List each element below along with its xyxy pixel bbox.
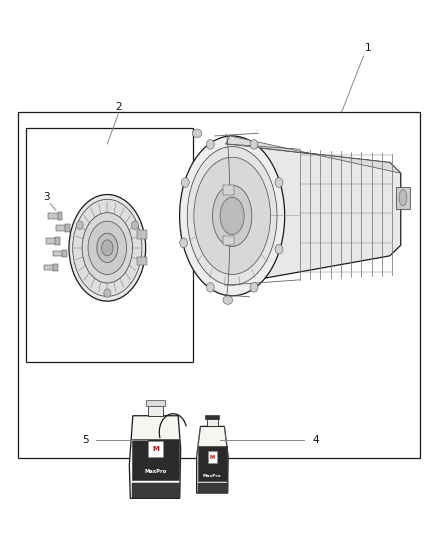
Text: M: M: [210, 455, 215, 459]
Ellipse shape: [212, 185, 252, 246]
Text: MaxPro: MaxPro: [144, 470, 167, 474]
Bar: [205, 415, 219, 419]
Ellipse shape: [187, 147, 277, 285]
Text: 1: 1: [364, 43, 371, 53]
Bar: [207, 419, 218, 426]
Bar: [198, 483, 228, 493]
Bar: [53, 264, 58, 271]
Ellipse shape: [275, 245, 283, 254]
Ellipse shape: [82, 213, 132, 283]
Ellipse shape: [194, 157, 271, 274]
Bar: [223, 236, 234, 245]
Bar: [148, 441, 163, 457]
Bar: [223, 185, 234, 195]
Bar: [146, 400, 165, 406]
Bar: [58, 212, 62, 220]
Ellipse shape: [73, 199, 142, 296]
Ellipse shape: [206, 282, 214, 292]
Bar: [148, 406, 163, 416]
Bar: [137, 257, 147, 265]
Polygon shape: [197, 426, 228, 493]
Bar: [48, 213, 59, 219]
Ellipse shape: [250, 282, 258, 292]
Ellipse shape: [180, 238, 187, 248]
Ellipse shape: [104, 289, 111, 297]
Polygon shape: [129, 416, 180, 498]
Ellipse shape: [97, 233, 118, 263]
Bar: [46, 238, 56, 244]
Text: 2: 2: [115, 102, 122, 111]
Text: MaxPro: MaxPro: [203, 474, 222, 478]
Ellipse shape: [250, 140, 258, 149]
Ellipse shape: [131, 221, 138, 229]
Text: 5: 5: [82, 435, 89, 445]
Ellipse shape: [206, 140, 214, 149]
Bar: [198, 446, 227, 481]
Ellipse shape: [399, 190, 407, 206]
Bar: [44, 265, 54, 270]
Ellipse shape: [192, 129, 202, 138]
Bar: [56, 225, 66, 231]
Ellipse shape: [181, 177, 189, 187]
Bar: [396, 187, 410, 209]
Bar: [18, 112, 420, 458]
Bar: [208, 451, 217, 463]
Polygon shape: [226, 144, 401, 285]
Bar: [53, 251, 63, 256]
Bar: [132, 439, 179, 480]
Bar: [65, 224, 70, 232]
Text: M: M: [152, 446, 159, 452]
Text: 4: 4: [312, 435, 319, 445]
Ellipse shape: [69, 195, 145, 301]
Ellipse shape: [223, 296, 233, 304]
Bar: [55, 237, 60, 245]
Ellipse shape: [220, 197, 244, 235]
Ellipse shape: [88, 221, 127, 274]
Ellipse shape: [275, 177, 283, 187]
Text: 3: 3: [42, 192, 49, 202]
Ellipse shape: [102, 240, 113, 256]
Bar: [132, 483, 180, 498]
Ellipse shape: [76, 221, 83, 229]
Bar: [137, 230, 147, 239]
Bar: [26, 128, 193, 362]
Bar: [62, 250, 67, 257]
Ellipse shape: [180, 136, 285, 296]
Polygon shape: [226, 136, 401, 173]
